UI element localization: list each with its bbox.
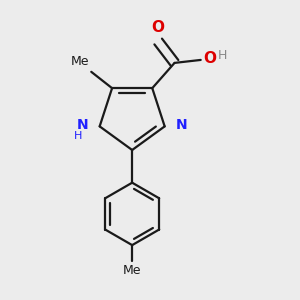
- Text: Me: Me: [123, 264, 141, 278]
- Text: Me: Me: [70, 55, 89, 68]
- Text: N: N: [77, 118, 88, 132]
- Text: H: H: [217, 49, 227, 62]
- Text: H: H: [74, 131, 82, 141]
- Text: N: N: [176, 118, 188, 132]
- Text: O: O: [203, 51, 216, 66]
- Text: O: O: [151, 20, 164, 35]
